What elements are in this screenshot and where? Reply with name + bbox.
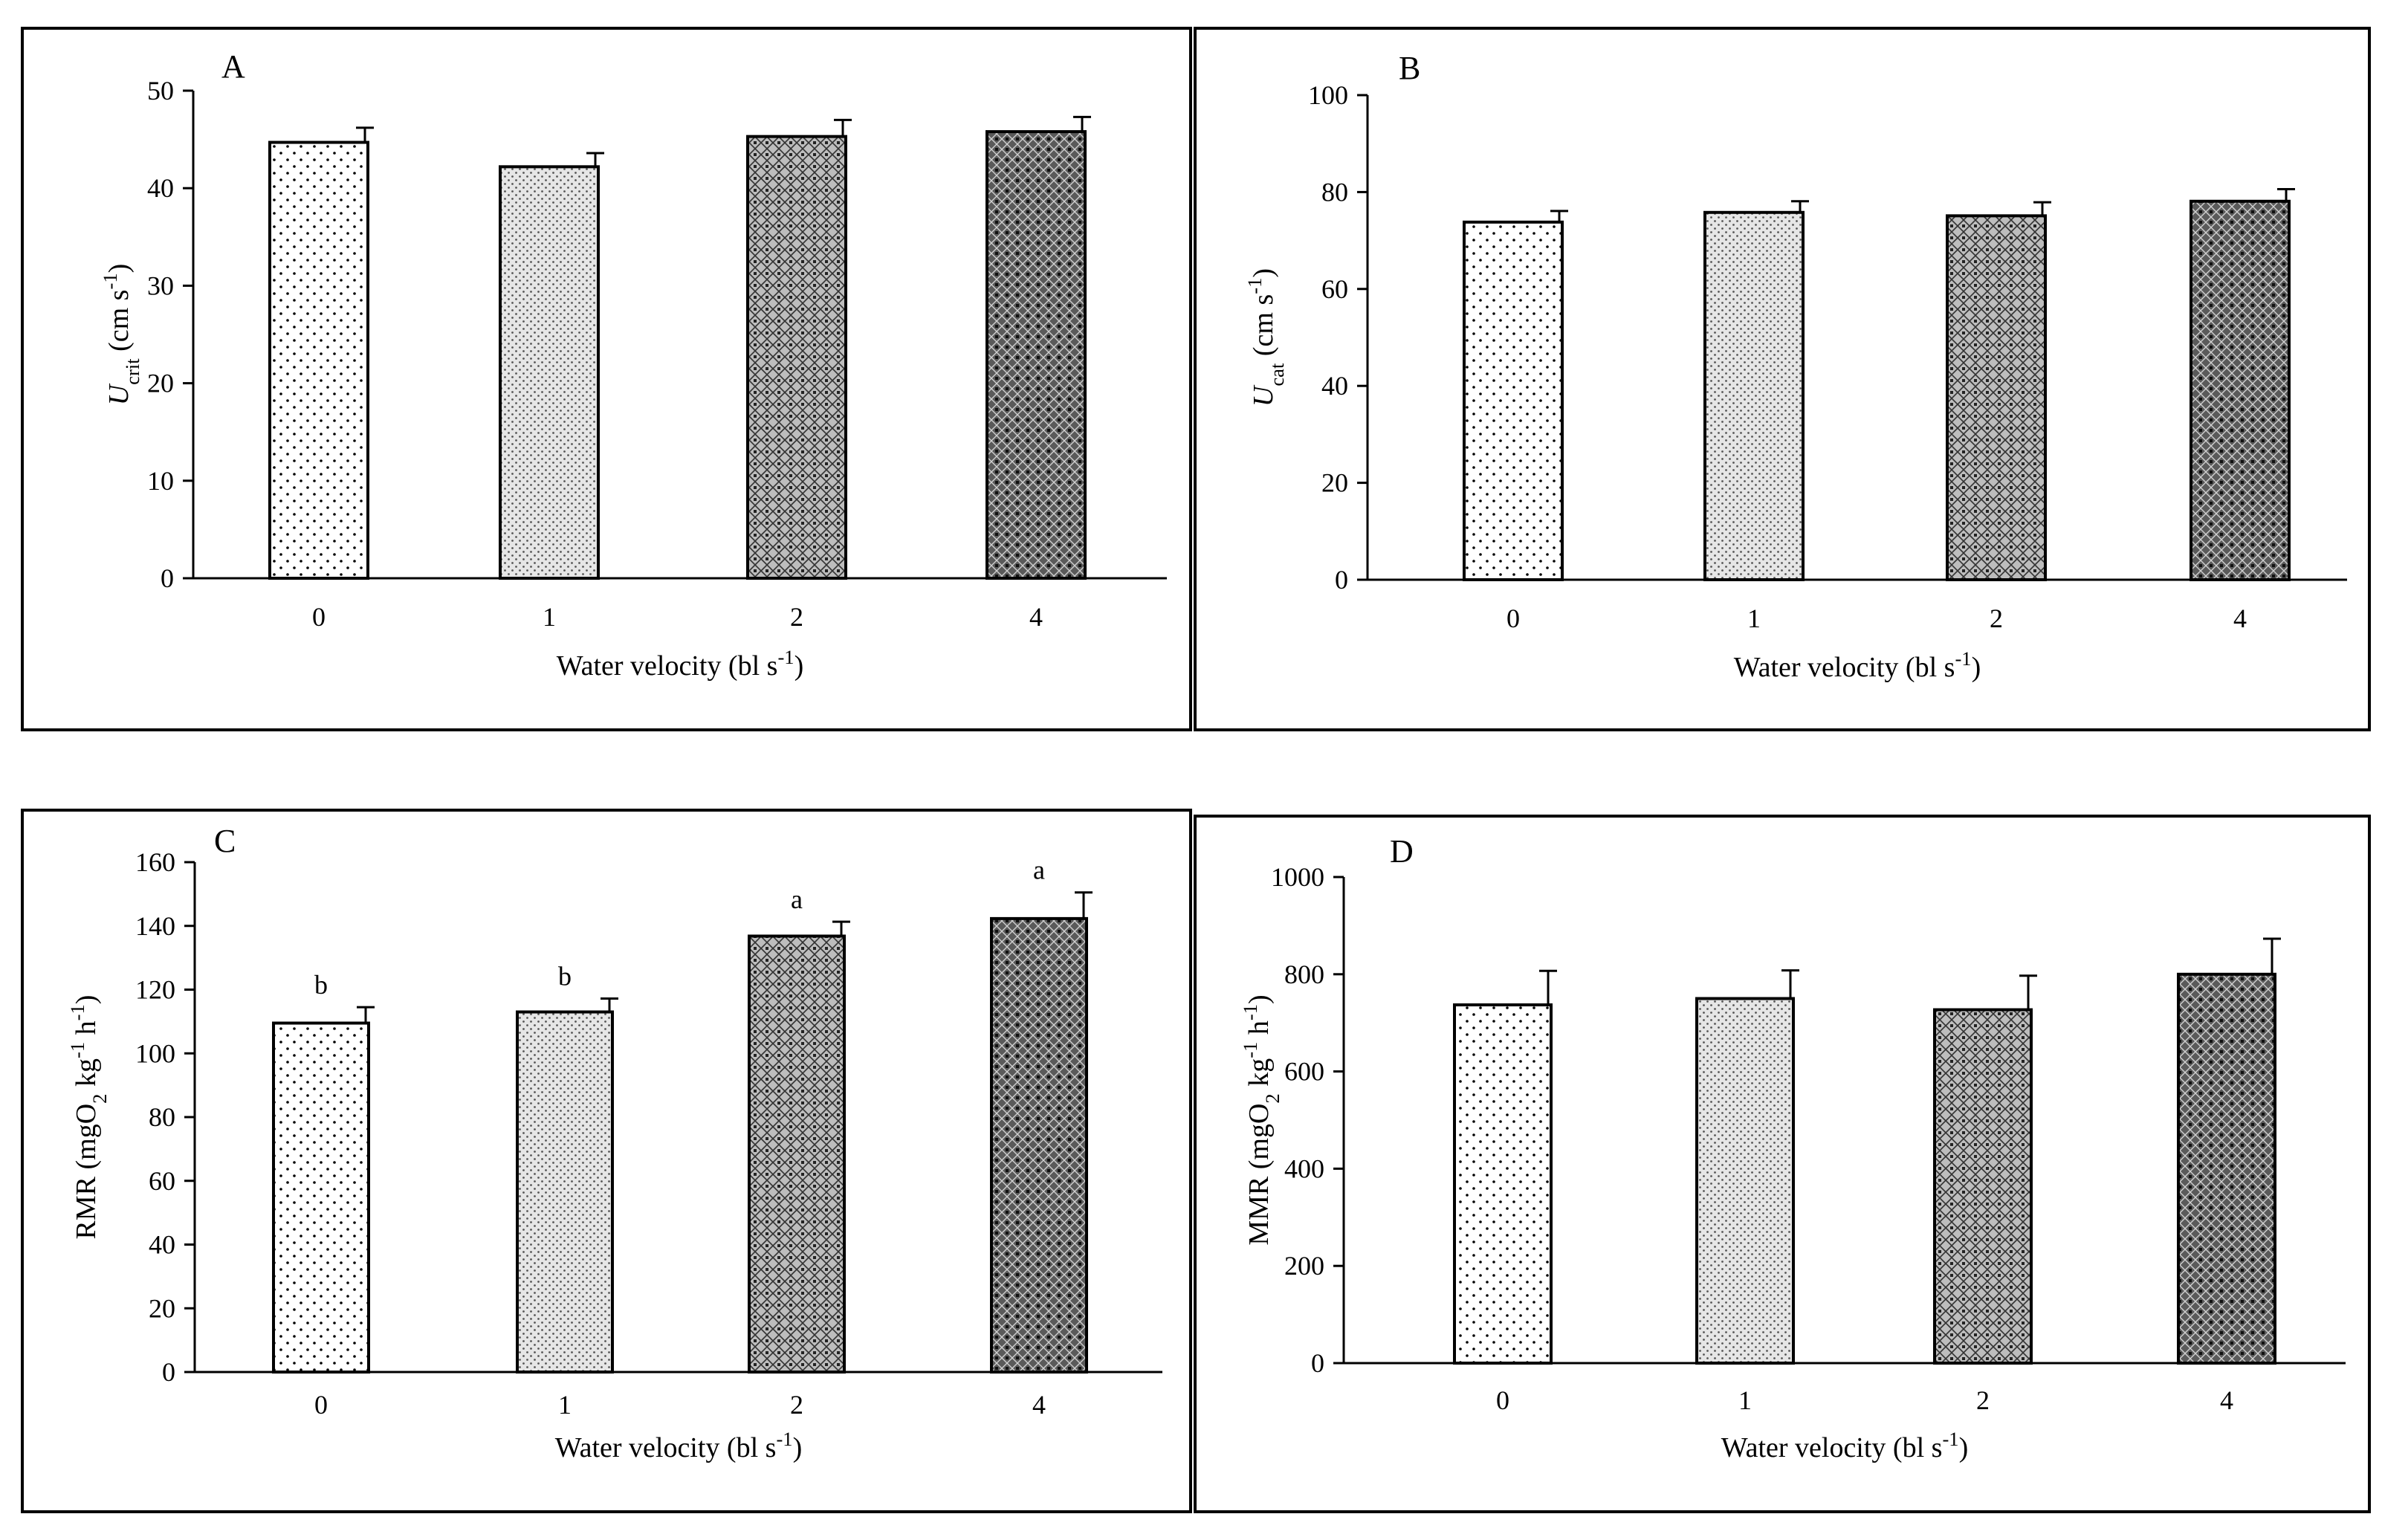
x-tick-label: 4 [1032, 1390, 1046, 1420]
x-tick-label: 2 [1990, 604, 2003, 633]
y-tick-label: 40 [147, 173, 174, 203]
y-tick-label: 600 [1284, 1057, 1324, 1087]
x-tick-label: 0 [1506, 604, 1520, 633]
y-tick-label: 100 [1308, 80, 1348, 110]
bar-2 [1946, 214, 2047, 582]
x-tick-label: 1 [558, 1390, 572, 1420]
y-tick-label: 30 [147, 271, 174, 300]
y-tick-label: 400 [1284, 1154, 1324, 1183]
panel-letter: B [1399, 50, 1420, 86]
x-tick-label: 4 [1029, 602, 1043, 632]
panel-letter: C [214, 823, 236, 859]
chart-d: 0 200 400 600 800 1000 0 1 2 4 D Water velocity (bl… [1239, 833, 2346, 1463]
y-tick-label: 200 [1284, 1251, 1324, 1281]
bar-1 [499, 165, 600, 580]
x-tick-label: 0 [314, 1390, 328, 1420]
y-tick-label: 100 [135, 1038, 175, 1068]
bar-4 [986, 130, 1087, 580]
x-tick-label: 0 [312, 602, 326, 632]
x-axis-label: Water velocity (bl s-1) [1721, 1428, 1969, 1463]
chart-panel-d: 0 200 400 600 800 1000 0 1 2 4 D Water velocity (bl… [1194, 815, 2371, 1513]
x-tick-label: 0 [1496, 1385, 1509, 1415]
bar-2 [748, 934, 846, 1374]
bar-0 [1463, 220, 1564, 581]
y-tick-label: 40 [149, 1230, 175, 1260]
x-tick-label: 2 [1976, 1385, 1990, 1415]
y-tick-label: 40 [1321, 371, 1348, 401]
panel-letter: A [221, 48, 245, 85]
y-axis-label: RMR (mgO2 kg-1 h-1) [66, 995, 111, 1240]
x-tick-label: 1 [1747, 604, 1761, 633]
y-tick-label: 50 [147, 76, 174, 106]
y-tick-label: 10 [147, 466, 174, 496]
y-tick-label: 20 [149, 1293, 175, 1323]
y-tick-label: 160 [135, 847, 175, 877]
y-tick-label: 20 [1321, 468, 1348, 498]
chart-b: 0 20 40 60 80 100 0 1 2 4 B Water velocity (bl s-1)… [1243, 50, 2347, 683]
x-tick-label: 4 [2233, 604, 2247, 633]
bar-2 [1933, 1008, 2033, 1365]
y-tick-label: 20 [147, 369, 174, 398]
y-tick-label: 80 [1321, 177, 1348, 207]
x-tick-label: 2 [790, 602, 803, 632]
y-tick-label: 80 [149, 1102, 175, 1132]
chart-c: 0 20 40 60 80 100 120 140 160 b 0 b 1 a 2 a 4 C Water velo… [66, 823, 1162, 1463]
y-tick-label: 60 [149, 1166, 175, 1196]
bar-4 [2177, 972, 2276, 1365]
significance-letter: a [791, 884, 803, 914]
y-tick-label: 0 [1335, 565, 1348, 595]
bar-0 [272, 1021, 370, 1374]
y-tick-label: 0 [161, 563, 174, 593]
chart-panel-a: 0 10 20 30 40 50 0 1 2 4 A Water velocity (bl s-1) U… [21, 27, 1192, 731]
bar-1 [1695, 997, 1795, 1365]
bar-4 [2190, 199, 2291, 581]
y-tick-label: 120 [135, 975, 175, 1005]
significance-letter: b [314, 970, 328, 1000]
y-tick-label: 1000 [1271, 862, 1324, 892]
x-axis-label: Water velocity (bl s-1) [557, 646, 804, 682]
y-axis-label: MMR (mgO2 kg-1 h-1) [1239, 994, 1284, 1245]
significance-letter: b [558, 962, 572, 991]
significance-letter: a [1033, 855, 1045, 885]
chart-panel-c: 0 20 40 60 80 100 120 140 160 b 0 b 1 a 2 a 4 C Water velo… [21, 809, 1192, 1513]
y-tick-label: 0 [162, 1357, 175, 1387]
x-tick-label: 1 [543, 602, 556, 632]
x-axis-label: Water velocity (bl s-1) [555, 1428, 803, 1463]
chart-a: 0 10 20 30 40 50 0 1 2 4 A Water velocity (bl s-1) U… [99, 48, 1167, 682]
y-tick-label: 0 [1311, 1348, 1324, 1378]
chart-panel-b: 0 20 40 60 80 100 0 1 2 4 B Water velocity (bl s-1)… [1194, 27, 2371, 731]
y-tick-label: 60 [1321, 274, 1348, 304]
y-axis-label: Ucrit (cm s-1) [99, 264, 143, 406]
x-tick-label: 4 [2220, 1385, 2233, 1415]
x-tick-label: 1 [1738, 1385, 1752, 1415]
x-tick-label: 2 [790, 1390, 803, 1420]
bar-2 [746, 135, 847, 580]
y-tick-label: 140 [135, 911, 175, 941]
bar-1 [516, 1010, 614, 1374]
x-axis-label: Water velocity (bl s-1) [1734, 647, 1981, 683]
bar-0 [268, 140, 369, 580]
bar-1 [1703, 210, 1805, 581]
panel-letter: D [1390, 833, 1414, 870]
y-tick-label: 800 [1284, 960, 1324, 989]
bar-4 [990, 916, 1088, 1374]
bar-0 [1453, 1003, 1553, 1365]
y-axis-label: Ucat (cm s-1) [1243, 268, 1288, 407]
